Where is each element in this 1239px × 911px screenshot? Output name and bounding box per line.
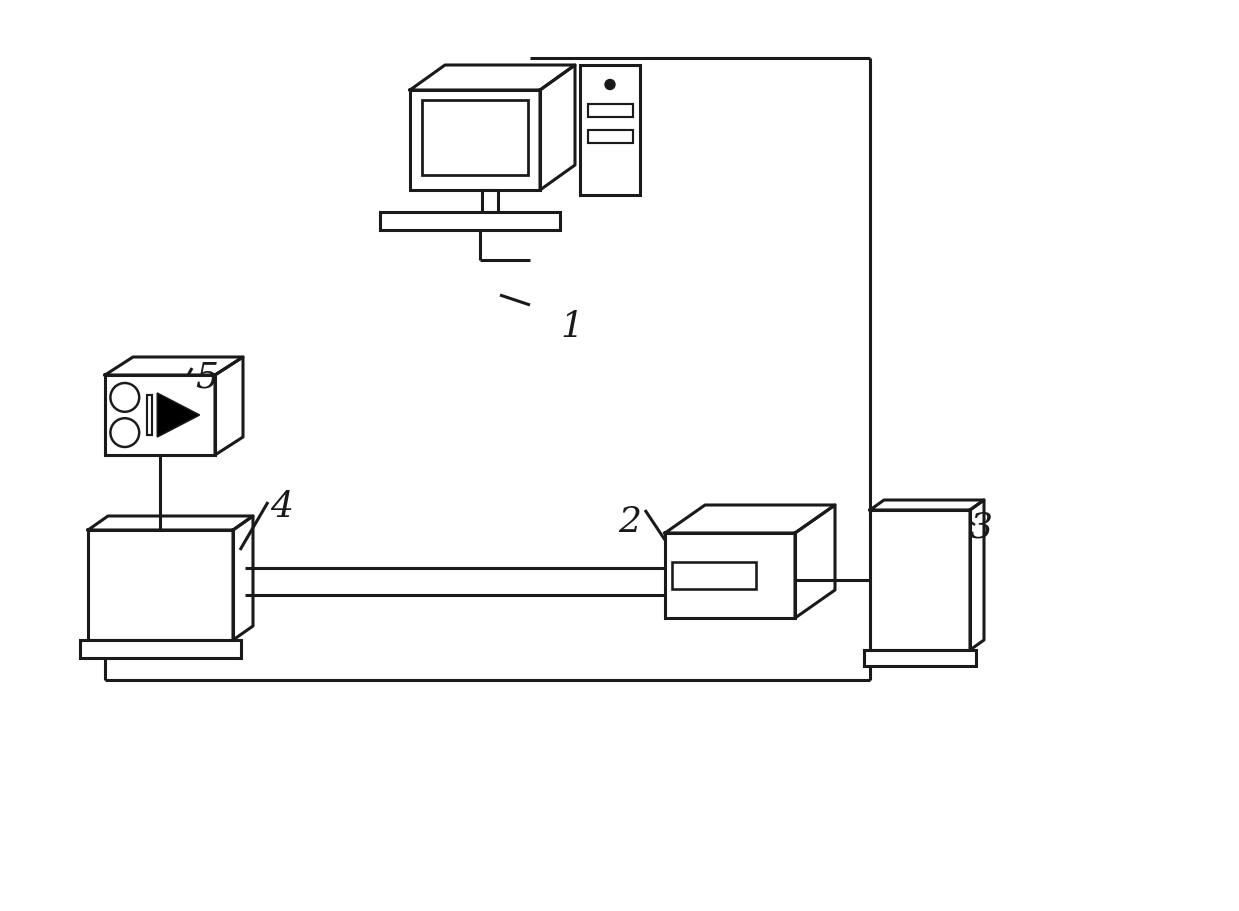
Bar bbox=[665, 533, 795, 618]
Text: 5: 5 bbox=[195, 360, 218, 394]
Bar bbox=[482, 190, 498, 212]
Bar bbox=[864, 650, 976, 666]
Bar bbox=[410, 90, 540, 190]
Text: 3: 3 bbox=[970, 510, 992, 544]
Bar bbox=[81, 640, 242, 658]
Bar bbox=[422, 100, 528, 175]
Bar bbox=[589, 104, 633, 117]
Bar bbox=[580, 65, 641, 195]
Bar bbox=[589, 130, 633, 143]
Bar bbox=[380, 212, 560, 230]
Bar bbox=[672, 562, 756, 589]
Text: 1: 1 bbox=[560, 310, 584, 344]
Bar bbox=[146, 395, 152, 435]
Bar bbox=[870, 510, 970, 650]
Polygon shape bbox=[157, 393, 199, 437]
Bar bbox=[105, 375, 216, 455]
Bar bbox=[88, 530, 233, 640]
Text: 4: 4 bbox=[270, 490, 292, 524]
Text: 2: 2 bbox=[618, 505, 641, 539]
Circle shape bbox=[605, 79, 615, 89]
